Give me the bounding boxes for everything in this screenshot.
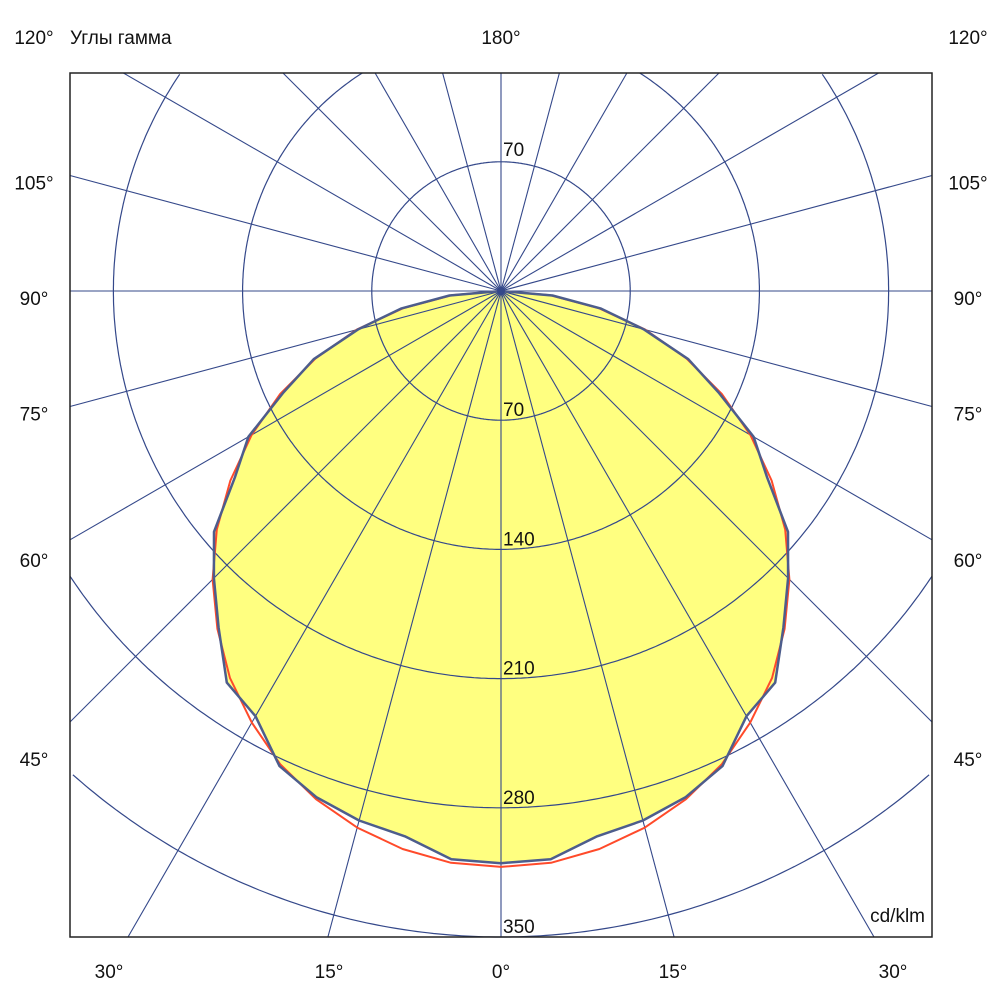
ring-label-350: 350 — [503, 917, 535, 938]
angle-label-left-60: 60° — [20, 551, 49, 572]
angle-label-left-45: 45° — [20, 750, 49, 771]
radial-ring-140 — [242, 72, 760, 550]
angle-label-right-75: 75° — [954, 404, 983, 425]
angle-spoke-210 — [374, 72, 502, 292]
plot-frame — [69, 72, 933, 938]
angle-spoke-30 — [500, 290, 875, 938]
ring-label-280: 280 — [503, 788, 535, 809]
angle-spoke-330 — [127, 290, 502, 938]
angle-spoke-75 — [500, 290, 933, 408]
angle-spoke-135 — [500, 72, 720, 292]
angle-spoke-60 — [500, 290, 933, 541]
angle-spoke-285 — [69, 290, 502, 408]
angle-spoke-45 — [500, 290, 933, 723]
angle-spoke-300 — [69, 290, 502, 541]
angle-label-right-90: 90° — [954, 289, 983, 310]
angle-label-left-90: 90° — [20, 289, 49, 310]
angle-label-right-60: 60° — [954, 551, 983, 572]
bottom-angle-label-3: 15° — [659, 962, 688, 983]
curve-reference — [211, 290, 791, 868]
bottom-angle-label-1: 15° — [315, 962, 344, 983]
bottom-angle-label-0: 30° — [95, 962, 124, 983]
angle-spoke-15 — [500, 290, 675, 938]
angle-spoke-345 — [327, 290, 502, 938]
bottom-angle-label-2: 0° — [492, 962, 510, 983]
ring-label-210: 210 — [503, 659, 535, 680]
angle-label-left-75: 75° — [20, 404, 49, 425]
angle-spoke-315 — [69, 290, 502, 723]
unit-label: cd/klm — [870, 906, 925, 927]
angle-spoke-120 — [500, 72, 879, 292]
bottom-angle-label-4: 30° — [879, 962, 908, 983]
top-angle-label: 180° — [481, 28, 520, 49]
angle-label-right-45: 45° — [954, 750, 983, 771]
angle-spoke-255 — [69, 174, 502, 292]
ring-label-140: 140 — [503, 529, 535, 550]
angle-label-right-120: 120° — [948, 28, 987, 49]
angle-spoke-225 — [282, 72, 502, 292]
center-point — [497, 287, 505, 295]
curve-measured — [212, 289, 790, 865]
radial-ring-350 — [72, 774, 930, 938]
angle-spoke-165 — [500, 72, 560, 292]
radial-ring-210 — [112, 73, 890, 680]
angle-label-left-105: 105° — [14, 174, 53, 195]
angle-spoke-105 — [500, 174, 933, 292]
chart-title: Углы гамма — [70, 28, 172, 49]
angle-label-right-105: 105° — [948, 174, 987, 195]
ring-label-top: 70 — [503, 140, 524, 161]
angle-spoke-195 — [442, 72, 502, 292]
angle-spoke-240 — [123, 72, 502, 292]
ring-label-70: 70 — [503, 400, 524, 421]
angle-spoke-150 — [500, 72, 628, 292]
angle-label-left-120: 120° — [14, 28, 53, 49]
radial-ring-280 — [69, 575, 933, 809]
